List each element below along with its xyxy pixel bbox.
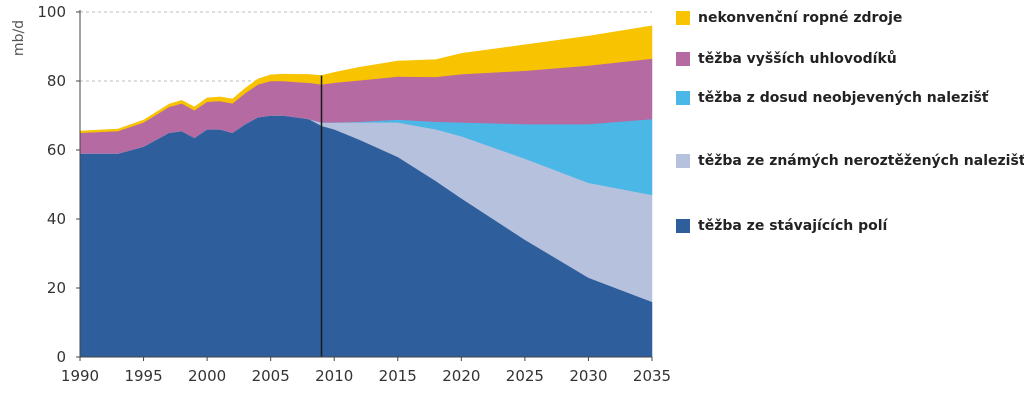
x-tick-label: 1990 [61, 367, 99, 385]
legend-label: těžba z dosud neobjevených nalezišť [698, 90, 989, 106]
x-tick-label: 2020 [442, 367, 480, 385]
legend-label: těžba vyšších uhlovodíků [698, 51, 897, 67]
legend-item-ngl: těžba vyšších uhlovodíků [676, 51, 897, 67]
y-tick-label: 40 [47, 210, 66, 228]
x-tick-labels: 1990 1995 2000 2005 2010 2015 2020 2025 2030 2035 [61, 357, 671, 385]
legend-item-unconventional: nekonvenční ropné zdroje [676, 10, 902, 26]
y-axis-label: mb/d [11, 20, 27, 56]
legend-item-currently-producing: těžba ze stávajících polí [676, 218, 887, 234]
legend-swatch [676, 219, 690, 233]
legend-label: nekonvenční ropné zdroje [698, 10, 903, 26]
x-tick-label: 2005 [252, 367, 290, 385]
y-tick-label: 80 [47, 72, 66, 90]
legend-label: těžba ze známých neroztěžených nalezišť [698, 153, 1024, 169]
y-tick-label: 60 [47, 141, 66, 159]
legend-item-yet-to-be-developed: těžba ze známých neroztěžených nalezišť [676, 153, 1024, 169]
x-tick-label: 2025 [506, 367, 544, 385]
legend-item-yet-to-be-found: těžba z dosud neobjevených nalezišť [676, 90, 988, 106]
legend: nekonvenční ropné zdroje těžba vyšších u… [676, 0, 1024, 406]
legend-swatch [676, 154, 690, 168]
x-tick-label: 2010 [315, 367, 353, 385]
y-tick-label: 100 [37, 3, 66, 21]
x-tick-label: 2015 [379, 367, 417, 385]
stacked-areas [79, 25, 653, 358]
legend-label: těžba ze stávajících polí [698, 218, 888, 234]
x-tick-label: 2030 [569, 367, 607, 385]
legend-swatch [676, 11, 690, 25]
y-tick-label: 0 [56, 348, 66, 366]
x-tick-label: 2035 [633, 367, 671, 385]
x-tick-label: 2000 [188, 367, 226, 385]
legend-swatch [676, 52, 690, 66]
y-tick-labels: 0 20 40 60 80 100 [37, 3, 80, 366]
area-chart: 0 20 40 60 80 100 1990 1995 2000 2005 2010 2015 202… [11, 3, 671, 385]
x-tick-label: 1995 [124, 367, 162, 385]
axes [76, 10, 652, 361]
legend-swatch [676, 91, 690, 105]
area-series-4 [79, 25, 653, 134]
y-tick-label: 20 [47, 279, 66, 297]
